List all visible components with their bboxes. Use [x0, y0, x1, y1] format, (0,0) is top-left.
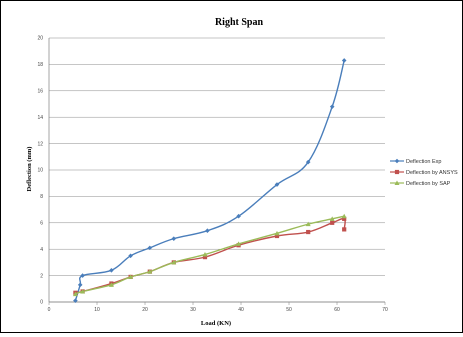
data-point [202, 251, 208, 257]
x-tick-label: 70 [382, 307, 388, 313]
data-point [341, 213, 347, 219]
y-tick-label: 2 [40, 273, 43, 279]
data-point [80, 273, 85, 278]
data-point [205, 228, 210, 234]
data-point [171, 259, 177, 265]
y-tick-label: 6 [40, 221, 43, 227]
y-tick-label: 10 [37, 168, 43, 174]
y-tick-label: 4 [40, 247, 43, 253]
x-tick-label: 20 [142, 307, 148, 313]
data-point [147, 245, 153, 251]
data-point [341, 58, 347, 63]
legend: Deflection Exp Deflection by ANSYS Deflect… [390, 158, 458, 187]
data-point [330, 220, 335, 225]
data-point [342, 227, 347, 232]
data-point [202, 255, 208, 260]
chart-title: Right Span [215, 17, 264, 28]
y-tick-label: 14 [37, 115, 43, 121]
data-point [77, 282, 83, 288]
legend-label: Deflection Exp [406, 159, 441, 165]
data-point [108, 282, 114, 287]
data-point [171, 236, 177, 241]
data-point [274, 182, 280, 187]
y-tick-label: 12 [37, 141, 43, 147]
legend-label: Deflection by SAP [406, 181, 451, 187]
data-point [73, 298, 78, 303]
x-tick-label: 0 [48, 307, 51, 313]
y-axis-label: Deflection (mm) [26, 147, 33, 192]
data-point [80, 288, 86, 294]
data-point [329, 104, 335, 109]
data-point [128, 274, 134, 279]
legend-marker [394, 180, 400, 185]
y-tick-label: 18 [37, 62, 43, 68]
y-tick-label: 8 [40, 194, 43, 200]
data-point [236, 213, 241, 219]
data-point [72, 291, 78, 297]
chart: Right Span 0 2 4 6 8 10 12 14 16 18 20 0 10 20 30 40 50 6… [26, 17, 458, 327]
plot-area: 0 2 4 6 8 10 12 14 16 18 20 0 10 20 30 40 50 60 70 [37, 36, 388, 313]
data-point [147, 269, 153, 274]
data-point [305, 221, 311, 227]
x-tick-label: 60 [334, 307, 340, 313]
data-point [306, 229, 311, 235]
data-point [109, 268, 114, 273]
data-point [274, 233, 280, 239]
x-axis-label: Load (KN) [201, 320, 231, 327]
y-tick-label: 0 [40, 300, 43, 306]
legend-marker [394, 169, 400, 175]
y-tick-label: 16 [37, 89, 43, 95]
y-tick-label: 20 [37, 36, 43, 42]
legend-label: Deflection by ANSYS [406, 170, 458, 176]
x-tick-label: 50 [286, 307, 292, 313]
x-tick-label: 30 [190, 307, 196, 313]
x-tick-label: 10 [94, 307, 100, 313]
data-point [274, 230, 280, 236]
series-line-deflection-exp [74, 60, 345, 301]
series-line-deflection-by-sap [75, 215, 345, 295]
data-point [342, 216, 347, 221]
legend-marker [394, 158, 400, 164]
data-point [128, 253, 133, 259]
data-point [329, 216, 335, 221]
x-tick-label: 40 [238, 307, 244, 313]
data-point [305, 159, 311, 165]
data-point [236, 241, 242, 246]
